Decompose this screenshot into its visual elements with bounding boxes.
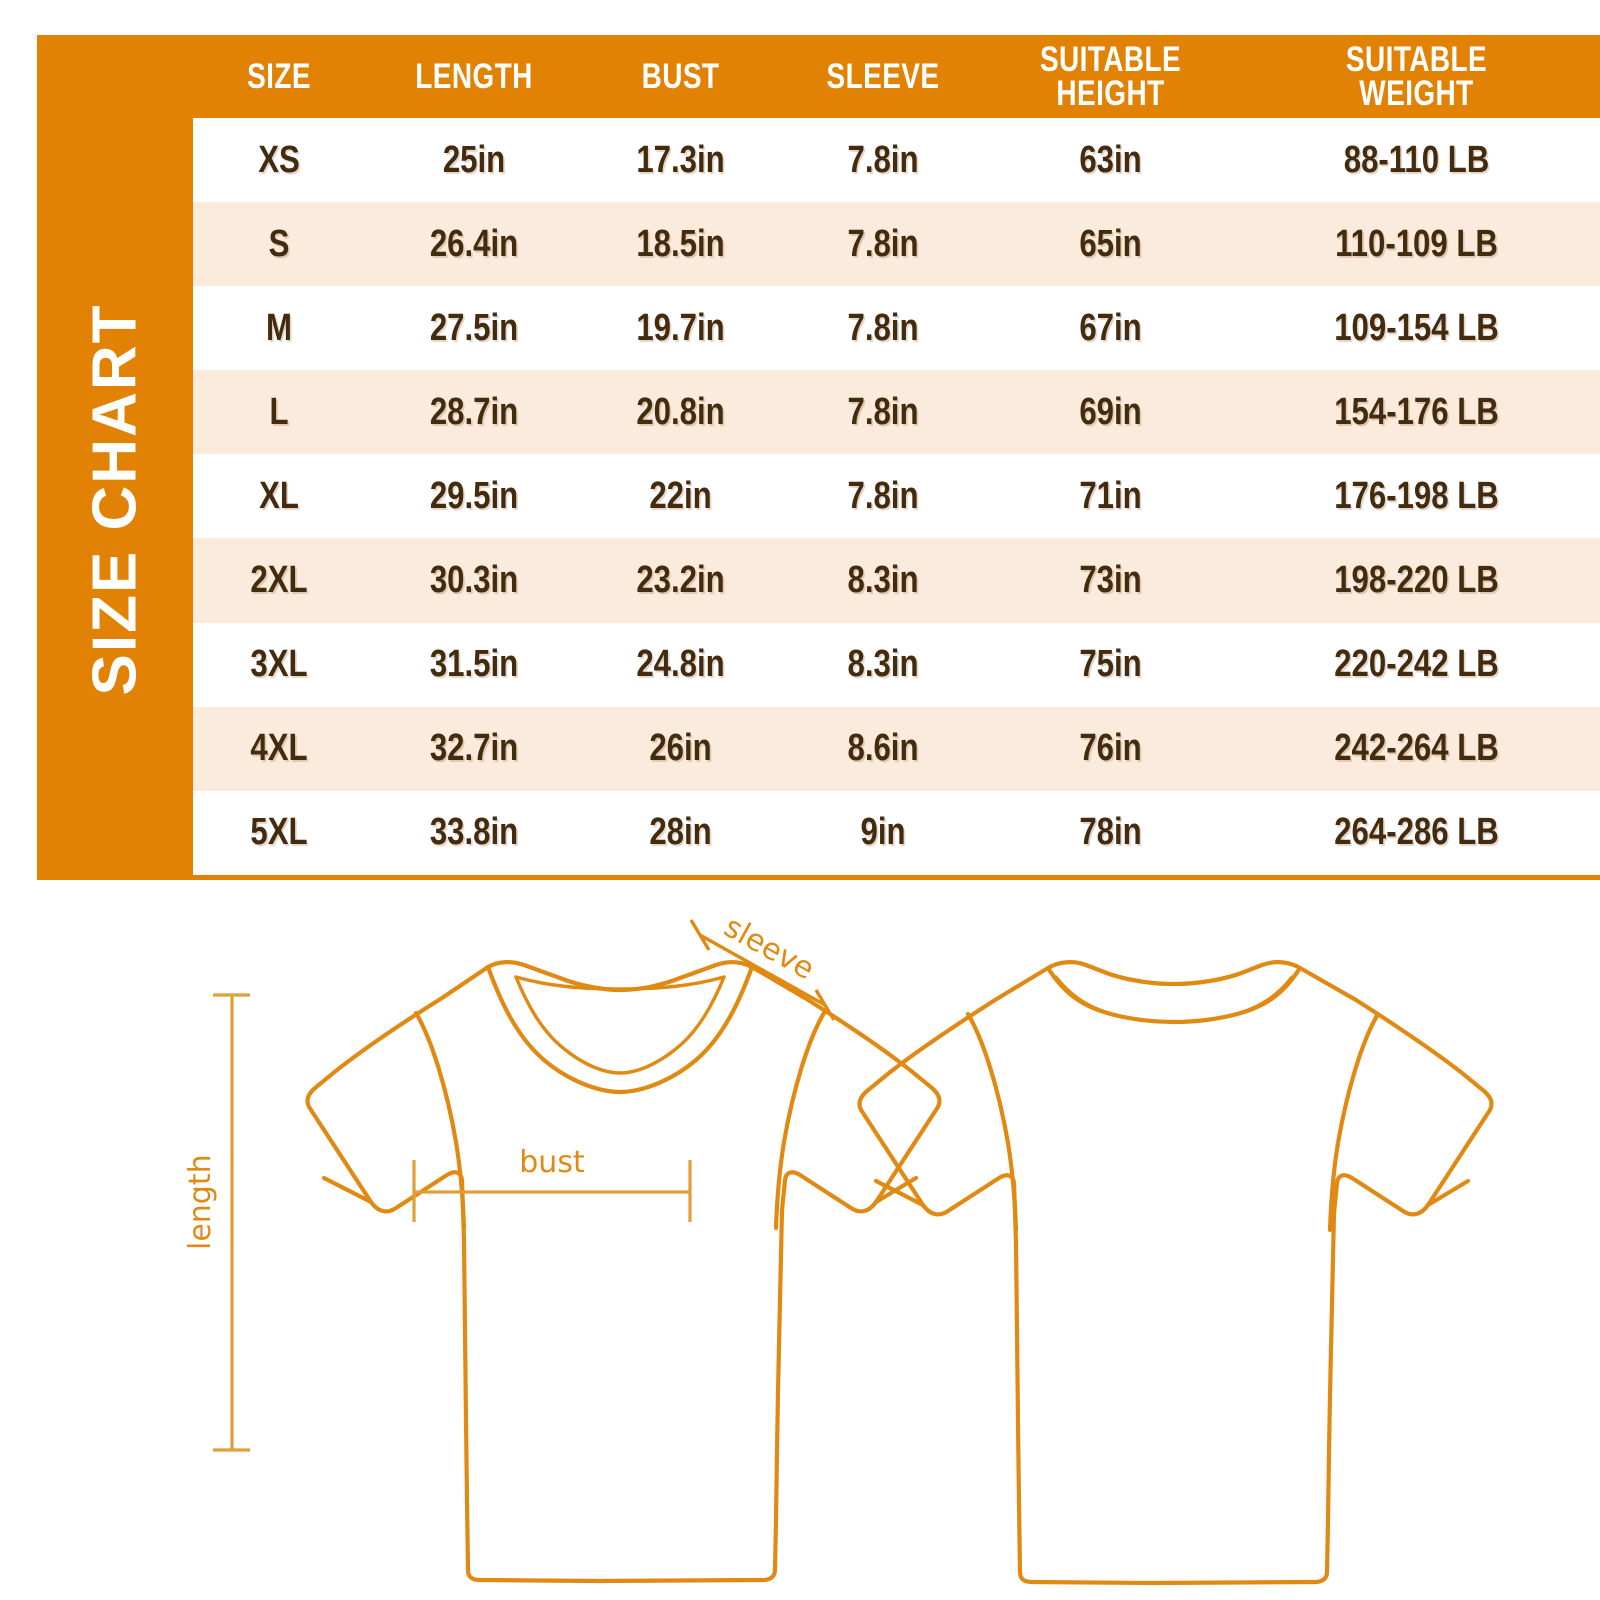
- table-body: XS 25in 17.3in 7.8in 63in 88-110 LB S 26.4in 18.…: [193, 118, 1600, 875]
- length-dimension-group: length: [183, 993, 250, 1452]
- table-cell: 30.3in: [429, 559, 519, 602]
- table-cell: 22in: [649, 474, 712, 517]
- tshirt-back-shoulder-seam-left: [965, 1011, 1019, 1233]
- table-cell: 7.8in: [847, 390, 919, 433]
- table-cell: 220-242 LB: [1334, 643, 1499, 686]
- length-label: length: [183, 1154, 218, 1250]
- table-cell: 176-198 LB: [1334, 474, 1499, 517]
- tshirt-front-collar-outer: [485, 964, 755, 1095]
- table-cell: 8.3in: [847, 559, 919, 602]
- table-cell: 28in: [649, 811, 712, 854]
- tshirt-front-view: [305, 960, 942, 1584]
- table-row: L 28.7in 20.8in 7.8in 69in 154-176 LB: [193, 370, 1600, 455]
- column-header-bust: BUST: [641, 56, 720, 96]
- table-cell: 5XL: [250, 811, 308, 854]
- table-cell: 8.6in: [847, 727, 919, 770]
- table-cell: 88-110 LB: [1343, 138, 1490, 181]
- table-cell: 25in: [442, 138, 506, 181]
- tshirt-front-shoulder-seam-left: [413, 1010, 467, 1231]
- table-cell: 73in: [1079, 559, 1142, 602]
- table-cell: 7.8in: [847, 474, 919, 517]
- table-cell: 264-286 LB: [1334, 811, 1499, 854]
- tshirt-back-view: [857, 960, 1494, 1586]
- table-cell: 3XL: [250, 643, 308, 686]
- tshirt-back-sleeve-hem-left: [873, 1178, 926, 1208]
- table-cell: 71in: [1079, 474, 1142, 517]
- tshirt-back-outline: [857, 960, 1494, 1586]
- size-chart-block: SIZE LENGTH BUST SLEEVE SUITABLE HEIGHT …: [37, 35, 1600, 880]
- table-cell: L: [269, 390, 289, 433]
- column-header-suitable-height: SUITABLE HEIGHT: [1039, 39, 1182, 113]
- column-header-suitable-weight: SUITABLE WEIGHT: [1345, 39, 1488, 113]
- table-cell: 75in: [1079, 643, 1142, 686]
- table-row: XS 25in 17.3in 7.8in 63in 88-110 LB: [193, 118, 1600, 203]
- table-cell: 26in: [649, 727, 712, 770]
- table-cell: 23.2in: [636, 559, 725, 602]
- size-chart-vertical-title: SIZE CHART: [37, 118, 193, 880]
- table-cell: 76in: [1079, 727, 1142, 770]
- column-header-sleeve: SLEEVE: [826, 56, 940, 96]
- table-cell: 242-264 LB: [1334, 727, 1499, 770]
- size-chart-title-text: SIZE CHART: [80, 303, 150, 695]
- table-cell: XL: [259, 474, 299, 517]
- table-cell: 65in: [1079, 222, 1142, 265]
- table-cell: 33.8in: [429, 811, 519, 854]
- table-row: 3XL 31.5in 24.8in 8.3in 75in 220-242 LB: [193, 622, 1600, 707]
- table-cell: 78in: [1079, 811, 1142, 854]
- tshirt-back-collar-inner-right: [1238, 975, 1294, 1015]
- table-cell: 29.5in: [429, 474, 519, 517]
- tshirt-front-shoulder-seam-right: [773, 1010, 827, 1231]
- sleeve-measure-line: [699, 933, 826, 1007]
- table-cell: 18.5in: [636, 222, 725, 265]
- table-cell: 4XL: [250, 727, 308, 770]
- table-cell: 7.8in: [847, 138, 919, 181]
- tshirt-back-sleeve-hem-right: [1425, 1178, 1471, 1208]
- table-cell: 7.8in: [847, 306, 919, 349]
- table-cell: S: [268, 222, 290, 265]
- table-cell: 110-109 LB: [1335, 222, 1498, 265]
- table-cell: 198-220 LB: [1334, 559, 1499, 602]
- column-header-length: LENGTH: [415, 56, 533, 96]
- table-cell: 7.8in: [847, 222, 919, 265]
- table-row: 2XL 30.3in 23.2in 8.3in 73in 198-220 LB: [193, 538, 1600, 623]
- table-cell: 19.7in: [636, 306, 725, 349]
- table-cell: 32.7in: [429, 727, 519, 770]
- tshirt-back-shoulder-seam-right: [1327, 1011, 1381, 1233]
- table-row: 4XL 32.7in 26in 8.6in 76in 242-264 LB: [193, 706, 1600, 791]
- table-header-row: SIZE LENGTH BUST SLEEVE SUITABLE HEIGHT …: [193, 35, 1600, 118]
- table-cell: 20.8in: [636, 390, 725, 433]
- table-cell: 17.3in: [636, 138, 725, 181]
- table-cell: 69in: [1079, 390, 1142, 433]
- table-cell: 109-154 LB: [1334, 306, 1499, 349]
- table-row: M 27.5in 19.7in 7.8in 67in 109-154 LB: [193, 286, 1600, 371]
- table-cell: 154-176 LB: [1334, 390, 1499, 433]
- tshirt-front-outline: [305, 960, 942, 1584]
- table-cell: XS: [258, 138, 300, 181]
- table-cell: 9in: [860, 811, 906, 854]
- table-cell: 27.5in: [429, 306, 519, 349]
- table-cell: 26.4in: [429, 222, 519, 265]
- table-cell: 24.8in: [636, 643, 725, 686]
- tshirt-back-collar-outer: [1045, 965, 1303, 1025]
- bust-label: bust: [519, 1145, 585, 1180]
- tshirt-front-sleeve-hem-left: [321, 1175, 374, 1205]
- table-cell: 8.3in: [847, 643, 919, 686]
- table-cell: 31.5in: [429, 643, 519, 686]
- table-cell: 67in: [1079, 306, 1142, 349]
- tshirt-back-collar-inner: [1054, 975, 1110, 1015]
- bust-dimension-group: bust: [412, 1145, 692, 1222]
- tshirt-front-collar-inner: [514, 975, 726, 1075]
- tshirt-measurement-diagram: length bust sleeve: [0, 880, 1600, 1600]
- column-header-size: SIZE: [247, 56, 311, 96]
- table-row: 5XL 33.8in 28in 9in 78in 264-286 LB: [193, 790, 1600, 875]
- table-cell: 28.7in: [429, 390, 519, 433]
- table-cell: M: [266, 306, 292, 349]
- tshirt-front-collar-band: [514, 975, 726, 991]
- table-row: S 26.4in 18.5in 7.8in 65in 110-109 LB: [193, 202, 1600, 287]
- table-cell: 2XL: [250, 559, 308, 602]
- table-row: XL 29.5in 22in 7.8in 71in 176-198 LB: [193, 454, 1600, 539]
- table-cell: 63in: [1079, 138, 1142, 181]
